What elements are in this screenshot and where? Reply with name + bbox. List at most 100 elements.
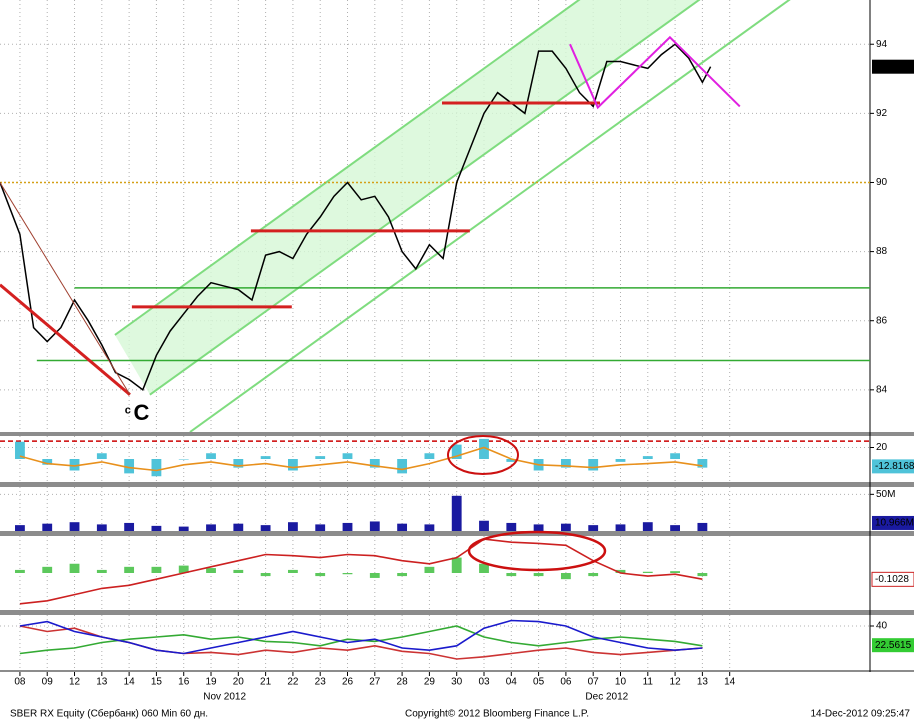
x-tick-label: 14 bbox=[724, 677, 736, 688]
bar bbox=[424, 524, 435, 531]
panel bbox=[0, 615, 870, 670]
bar bbox=[315, 573, 326, 577]
bar bbox=[533, 524, 544, 531]
bar bbox=[533, 573, 544, 577]
bar bbox=[233, 523, 244, 531]
y-tick-label: 92 bbox=[876, 108, 888, 119]
bar bbox=[15, 441, 25, 459]
bar bbox=[206, 568, 216, 573]
bar bbox=[15, 569, 25, 573]
x-tick-label: 10 bbox=[615, 677, 627, 688]
bar bbox=[615, 524, 626, 531]
bar bbox=[369, 459, 380, 468]
bar bbox=[260, 573, 271, 577]
bar bbox=[397, 523, 408, 531]
bar bbox=[342, 453, 353, 459]
bar bbox=[479, 563, 489, 573]
x-tick-label: 13 bbox=[697, 677, 709, 688]
channel-line bbox=[149, 0, 701, 396]
value-tag bbox=[871, 571, 914, 587]
month-label: Nov 2012 bbox=[203, 692, 246, 703]
highlight-ellipse bbox=[467, 530, 607, 572]
value-tag-label: 22.5615 bbox=[875, 640, 912, 651]
bar bbox=[178, 526, 189, 531]
series-line bbox=[19, 625, 703, 655]
bar bbox=[479, 520, 489, 531]
bar bbox=[451, 495, 462, 531]
bar bbox=[206, 453, 216, 459]
bar bbox=[69, 522, 80, 531]
x-tick-label: 20 bbox=[233, 677, 245, 688]
series-line bbox=[0, 43, 712, 391]
x-tick-label: 14 bbox=[124, 677, 136, 688]
bar bbox=[151, 459, 162, 477]
separator bbox=[0, 531, 914, 536]
x-tick-label: 03 bbox=[478, 677, 490, 688]
y-tick-label: 50M bbox=[876, 489, 895, 500]
y-tick-label: 86 bbox=[876, 315, 888, 326]
bar bbox=[588, 525, 599, 531]
value-tag-label: 93.35 bbox=[875, 61, 900, 72]
x-tick-label: 04 bbox=[506, 677, 518, 688]
bar bbox=[479, 438, 489, 459]
x-tick-label: 11 bbox=[643, 677, 654, 688]
value-tag bbox=[872, 459, 914, 474]
bar bbox=[124, 522, 135, 531]
x-tick-label: 05 bbox=[533, 677, 545, 688]
panel-separators bbox=[0, 432, 914, 672]
panel bbox=[0, 0, 870, 432]
bar bbox=[642, 571, 653, 573]
bar bbox=[287, 569, 298, 573]
bar bbox=[506, 459, 517, 462]
highlight-ellipse bbox=[447, 435, 519, 475]
bar bbox=[615, 569, 626, 573]
bar bbox=[506, 573, 517, 577]
bar bbox=[369, 521, 380, 531]
bar bbox=[670, 525, 681, 531]
bar bbox=[206, 524, 216, 531]
y-tick-label: 94 bbox=[876, 39, 888, 50]
series-line bbox=[19, 446, 703, 472]
y-tick-label: 20 bbox=[876, 442, 888, 453]
bar bbox=[42, 459, 53, 465]
panel bbox=[15, 536, 731, 610]
bar bbox=[588, 573, 599, 577]
bar bbox=[15, 525, 25, 531]
bar bbox=[451, 444, 462, 459]
x-tick-label: 13 bbox=[96, 677, 108, 688]
bar bbox=[560, 523, 571, 531]
y-tick-label: 90 bbox=[876, 177, 888, 188]
bar bbox=[642, 456, 653, 459]
bar bbox=[397, 573, 408, 577]
x-tick-label: 15 bbox=[151, 677, 163, 688]
annotation: C bbox=[133, 400, 149, 425]
bar bbox=[397, 459, 408, 474]
footer-left: SBER RX Equity (Сбербанк) 060 Min 60 дн. bbox=[10, 708, 208, 720]
separator bbox=[0, 610, 914, 615]
separator bbox=[0, 482, 914, 487]
bar bbox=[697, 459, 708, 468]
series-line bbox=[19, 619, 703, 655]
bar bbox=[424, 566, 435, 573]
bar bbox=[151, 566, 162, 573]
bar bbox=[642, 522, 653, 531]
x-tick-label: 07 bbox=[588, 677, 600, 688]
x-tick-label: 26 bbox=[342, 677, 354, 688]
footer-right: 14-Dec-2012 09:25:47 bbox=[810, 709, 910, 720]
x-tick-label: 27 bbox=[369, 677, 381, 688]
value-tag bbox=[872, 638, 914, 653]
x-tick-label: 22 bbox=[287, 677, 299, 688]
series-line bbox=[19, 625, 703, 660]
value-tag-label: -12.8168 bbox=[875, 461, 914, 472]
annotation: c bbox=[125, 404, 131, 416]
bar bbox=[342, 522, 353, 531]
bar bbox=[369, 573, 380, 578]
panel bbox=[0, 436, 870, 482]
bar bbox=[287, 459, 298, 471]
panel bbox=[0, 487, 870, 531]
trend-line bbox=[0, 283, 131, 396]
bar bbox=[670, 453, 681, 459]
bar bbox=[96, 569, 107, 573]
channel-band bbox=[114, 0, 699, 395]
